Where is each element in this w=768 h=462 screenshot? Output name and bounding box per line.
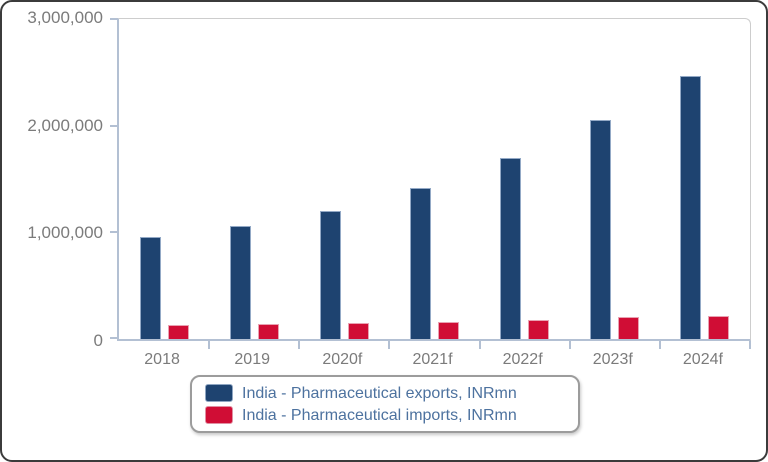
legend-swatch-imports (205, 406, 233, 424)
x-axis-label: 2019 (234, 351, 270, 368)
x-axis-label: 2022f (502, 351, 543, 368)
bar-imports-2022f (528, 320, 550, 339)
y-axis-tick (110, 124, 118, 127)
legend-label-imports: India - Pharmaceutical imports, INRmn (242, 406, 517, 424)
bar-exports-2022f (500, 157, 522, 339)
plot-area (110, 18, 751, 349)
x-axis-tick (658, 341, 661, 349)
bar-exports-2019 (229, 225, 251, 339)
legend-item-exports: India - Pharmaceutical exports, INRmn (205, 384, 578, 403)
x-axis-tick (749, 341, 751, 349)
bar-imports-2019 (257, 324, 279, 339)
bar-exports-2020f (319, 211, 341, 339)
x-axis-label: 2020f (322, 351, 363, 368)
y-axis-label: 1,000,000 (27, 223, 103, 243)
x-axis-label: 2023f (592, 351, 633, 368)
bar-imports-2018 (167, 325, 189, 339)
y-axis-tick (110, 231, 118, 234)
legend: India - Pharmaceutical exports, INRmn In… (190, 375, 580, 433)
x-axis-tick (388, 341, 391, 349)
bar-imports-2020f (347, 323, 369, 339)
x-axis-tick (298, 341, 301, 349)
y-axis-tick (110, 337, 118, 339)
legend-item-imports: India - Pharmaceutical imports, INRmn (205, 406, 578, 425)
bar-imports-2021f (438, 321, 459, 339)
bar-exports-2023f (590, 120, 612, 339)
bar-imports-2023f (618, 316, 640, 339)
bar-exports-2024f (680, 75, 702, 339)
bar-exports-2021f (410, 187, 431, 339)
x-axis-label: 2018 (144, 351, 180, 368)
legend-swatch-exports (205, 384, 233, 402)
bar-exports-2018 (139, 236, 161, 339)
y-axis-label: 2,000,000 (27, 115, 103, 135)
y-axis-tick (110, 18, 118, 20)
x-axis-label: 2024f (682, 351, 723, 368)
y-axis-label: 0 (93, 331, 103, 350)
y-axis-label: 3,000,000 (27, 8, 103, 27)
x-axis-tick (208, 341, 211, 349)
bar-imports-2024f (708, 315, 730, 339)
x-axis-tick (568, 341, 571, 349)
legend-label-exports: India - Pharmaceutical exports, INRmn (242, 384, 517, 402)
x-axis-tick (478, 341, 481, 349)
x-axis-label: 2021f (412, 351, 453, 368)
